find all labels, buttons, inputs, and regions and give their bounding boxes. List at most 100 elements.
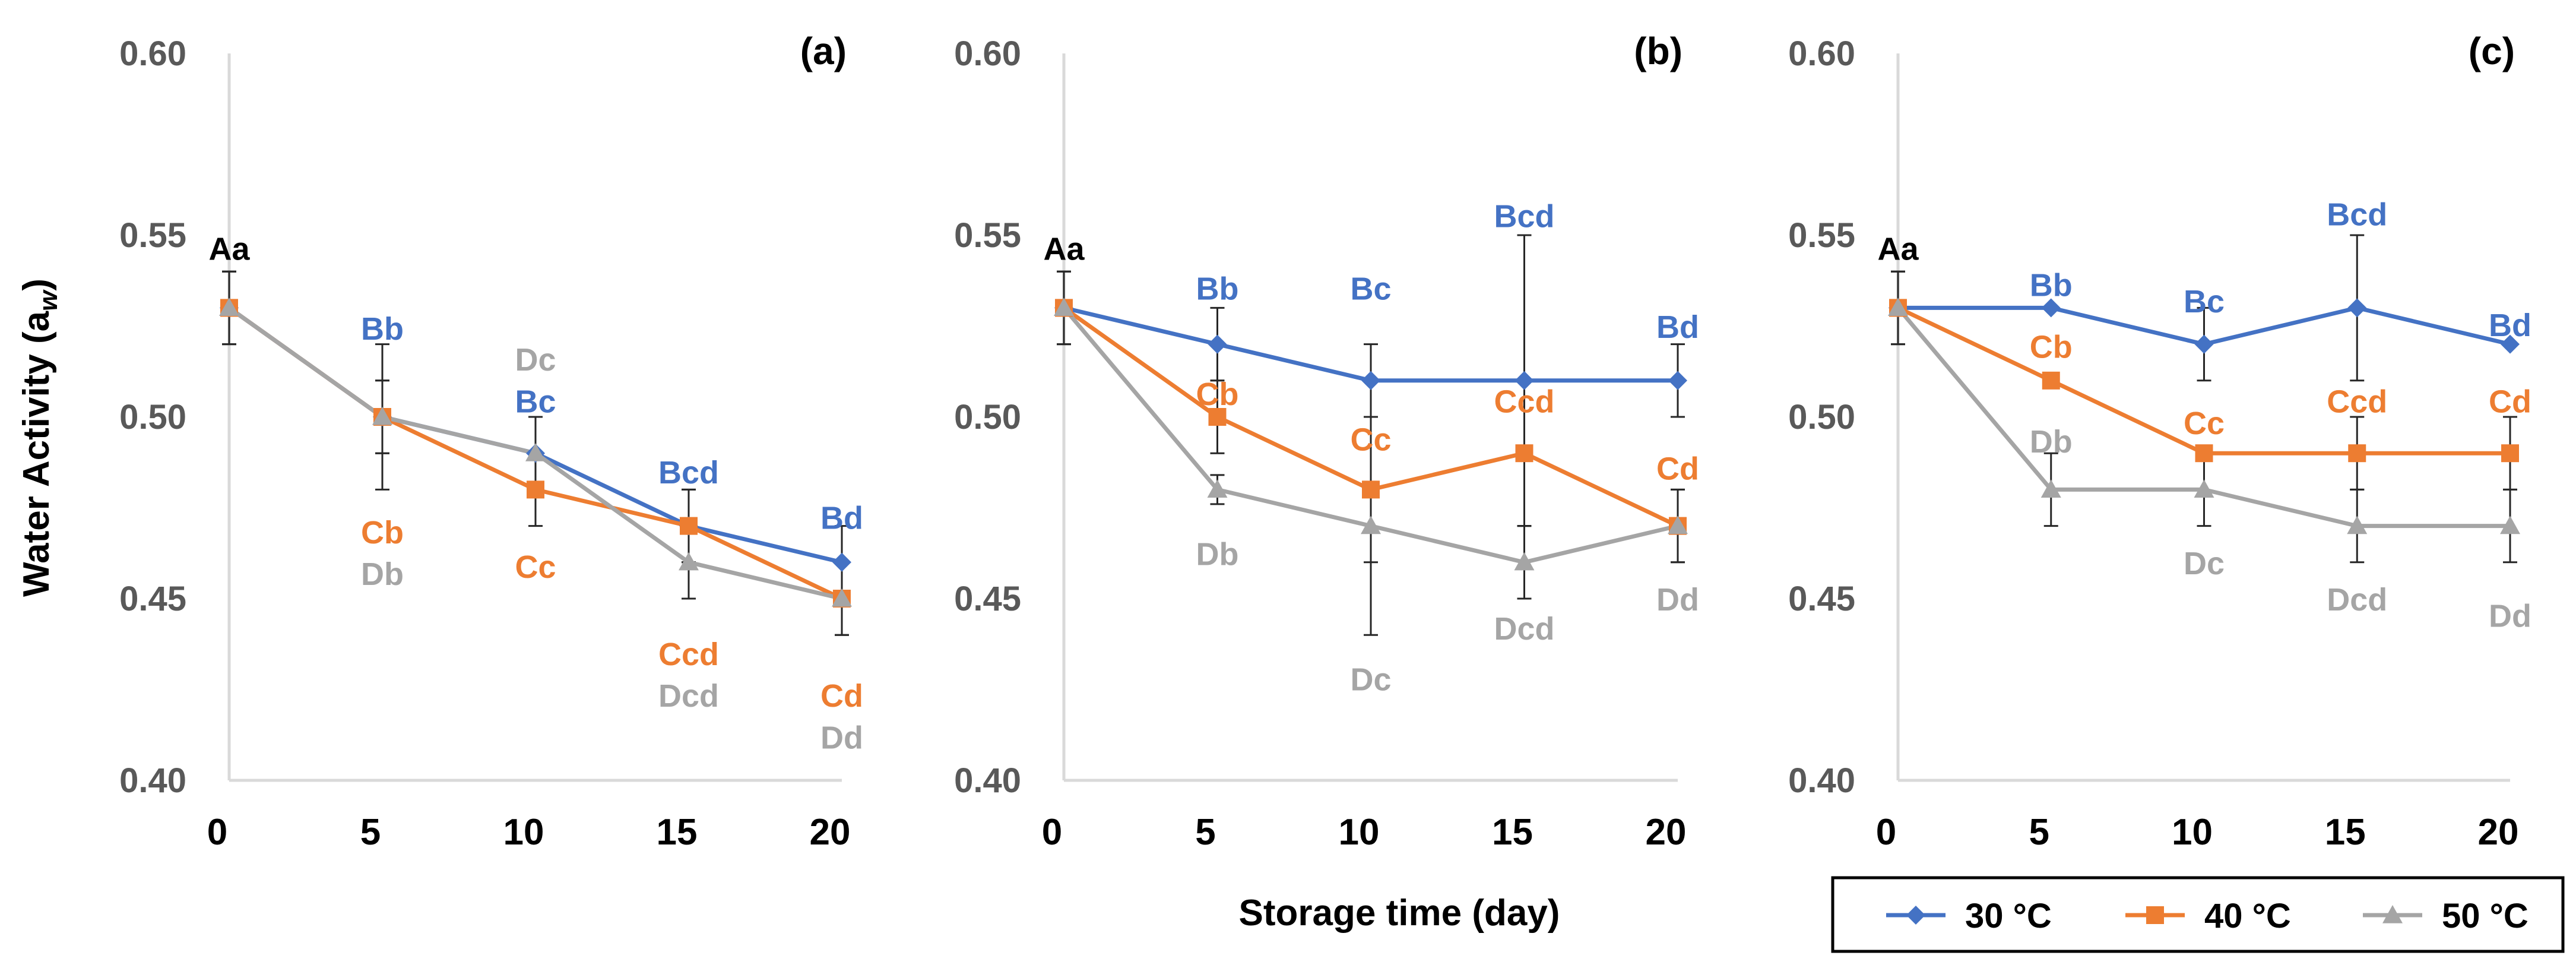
data-point-s40 (1515, 444, 1533, 463)
significance-label: Bcd (1494, 198, 1554, 234)
x-tick-label: 10 (2172, 812, 2213, 853)
legend-label: 30 °C (1965, 897, 2052, 935)
data-point-s30 (2501, 334, 2520, 354)
significance-label: Bc (515, 384, 556, 419)
data-point-s50 (1514, 552, 1535, 571)
significance-label: Db (1196, 537, 1239, 572)
significance-label: Bb (361, 311, 404, 347)
significance-label: Bd (820, 500, 863, 536)
x-tick-label: 5 (2029, 812, 2049, 853)
significance-label: Dcd (658, 678, 719, 714)
data-point-s40 (2042, 371, 2060, 390)
significance-label: Cc (515, 549, 556, 585)
data-point-s30 (2194, 334, 2214, 354)
x-tick-label: 0 (1876, 812, 1896, 853)
data-point-s40 (2348, 444, 2366, 463)
significance-label: Bcd (2327, 197, 2387, 232)
significance-label: Cc (2184, 406, 2225, 441)
data-point-s30 (1208, 334, 1227, 354)
significance-label: Aa (1043, 231, 1085, 267)
significance-label: Aa (1877, 231, 1919, 267)
legend-swatch-marker (2382, 905, 2403, 923)
y-tick-label: 0.45 (954, 580, 1021, 618)
panel-c: 0.40 0.45 0.50 0.55 0.60 0 5 10 15 20 (c) Aa Bb Cb Db B… (1788, 30, 2531, 853)
x-tick-label: 10 (503, 812, 544, 853)
data-point-s50 (525, 443, 546, 461)
legend-items: 30 °C 40 °C 50 °C (1886, 897, 2529, 935)
y-tick-label: 0.60 (954, 34, 1021, 73)
data-point-s50 (2194, 479, 2214, 498)
data-point-s40 (2195, 444, 2213, 463)
significance-label: Bcd (658, 455, 719, 491)
significance-label: Ccd (2327, 384, 2387, 419)
data-point-s40 (2501, 444, 2519, 463)
significance-label: Dd (1656, 582, 1699, 618)
data-point-s30 (1514, 371, 1534, 390)
significance-label: Ccd (1494, 384, 1554, 419)
y-tick-label: 0.60 (119, 34, 186, 73)
legend-item-s50: 50 °C (2363, 897, 2529, 935)
significance-label: Dcd (1494, 611, 1554, 647)
significance-label: Bd (2489, 308, 2531, 343)
data-point-s50 (1361, 515, 1381, 534)
legend: 30 °C 40 °C 50 °C (1831, 876, 2565, 953)
y-tick-label: 0.40 (119, 761, 186, 800)
significance-label: Dc (2184, 546, 2225, 581)
y-tick-label: 0.55 (119, 216, 186, 255)
y-tick-label: 0.50 (1788, 398, 1855, 436)
significance-label: Cd (1656, 451, 1699, 487)
x-tick-label: 15 (657, 812, 698, 853)
significance-label: Ccd (658, 637, 719, 672)
x-tick-label: 0 (207, 812, 227, 853)
data-point-s30 (1361, 371, 1380, 390)
data-point-s40 (680, 517, 698, 535)
data-point-s30 (1668, 371, 1687, 390)
data-point-s40 (1362, 480, 1380, 499)
legend-frame (1831, 876, 2565, 953)
y-tick-label: 0.40 (954, 761, 1021, 800)
significance-label: Bc (2184, 284, 2225, 319)
data-point-s50 (679, 552, 699, 571)
legend-swatch-marker (1906, 906, 1925, 925)
panel-label: (a) (800, 30, 847, 72)
panel-label: (c) (2469, 30, 2515, 72)
significance-label: Cb (361, 515, 404, 551)
significance-label: Bb (2030, 268, 2073, 303)
data-point-s30 (832, 552, 851, 572)
significance-label: Aa (208, 231, 250, 267)
x-tick-label: 20 (1646, 812, 1687, 853)
x-tick-label: 5 (1195, 812, 1215, 853)
x-tick-label: 15 (1492, 812, 1533, 853)
data-point-s50 (1888, 298, 1908, 316)
data-point-s50 (219, 298, 239, 316)
y-tick-label: 0.45 (1788, 580, 1855, 618)
significance-label: Cb (2030, 330, 2073, 365)
data-point-s40 (1208, 408, 1227, 426)
y-axis-title-main: Water Activity (a (16, 311, 57, 597)
x-tick-label: 5 (360, 812, 381, 853)
x-tick-label: 20 (810, 812, 851, 853)
data-point-s50 (372, 407, 392, 425)
data-point-s50 (1207, 479, 1228, 498)
data-point-s40 (527, 480, 544, 499)
x-tick-label: 0 (1042, 812, 1062, 853)
significance-label: Bc (1350, 271, 1391, 307)
significance-label: Dd (820, 720, 863, 756)
significance-label: Dc (515, 342, 556, 378)
x-tick-label: 20 (2478, 812, 2519, 853)
significance-label: Bb (1196, 271, 1239, 307)
data-point-s50 (2500, 515, 2520, 534)
y-axis-title: Water Activity (aw) (16, 279, 63, 597)
panel-b: 0.40 0.45 0.50 0.55 0.60 0 5 10 15 20 (b) Aa Bb Cb Db B… (954, 30, 1699, 853)
data-point-s50 (2040, 479, 2061, 498)
y-axis-title-close: ) (16, 279, 57, 291)
y-axis-title-subscript: w (34, 289, 63, 311)
significance-label: Db (361, 556, 404, 592)
y-tick-label: 0.50 (119, 398, 186, 436)
x-tick-label: 15 (2325, 812, 2366, 853)
y-tick-label: 0.50 (954, 398, 1021, 436)
data-point-s30 (2347, 298, 2367, 318)
legend-item-s30: 30 °C (1886, 897, 2052, 935)
y-tick-label: 0.55 (954, 216, 1021, 255)
